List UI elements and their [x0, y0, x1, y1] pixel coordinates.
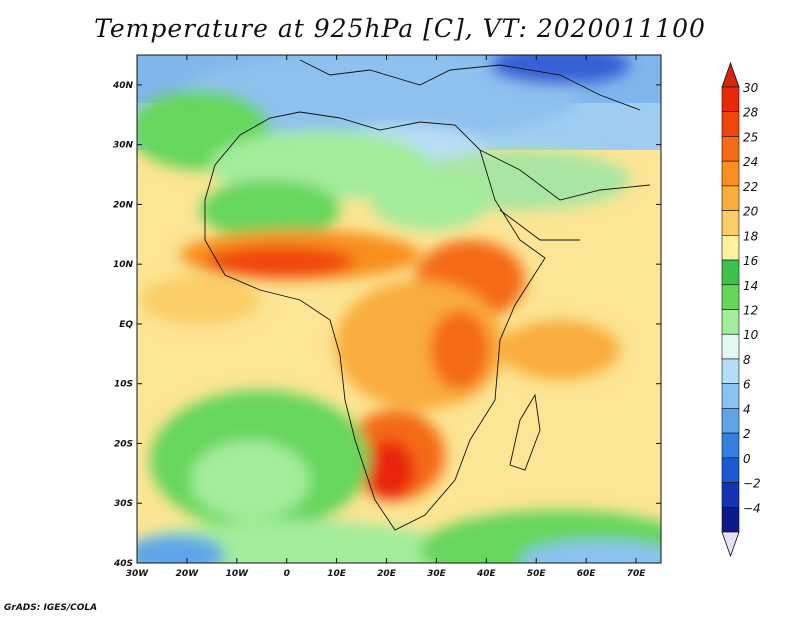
- colorbar-swatch: [721, 482, 740, 508]
- colorbar-swatch: [721, 210, 740, 236]
- lon-tick-label: 10W: [226, 569, 250, 579]
- colorbar-top-arrow: [721, 61, 740, 88]
- colorbar-swatch: [721, 235, 740, 261]
- lat-tick-label: 40S: [113, 559, 133, 569]
- colorbar-label: 2: [743, 427, 751, 441]
- latitude-axis: 40N 30N 20N 10N EQ 10S 20S 30S 40S: [112, 81, 661, 569]
- colorbar-swatch: [721, 408, 740, 434]
- colorbar-swatch: [721, 383, 740, 409]
- colorbar-label: 18: [743, 229, 759, 243]
- lat-tick-label: 40N: [112, 81, 134, 91]
- colorbar-label: 10: [743, 328, 759, 342]
- colorbar-swatch: [721, 309, 740, 335]
- lat-tick-label: 20N: [113, 200, 134, 210]
- coastlines: [204, 59, 651, 531]
- colorbar-swatch: [721, 185, 740, 211]
- lon-tick-label: 30W: [126, 569, 150, 579]
- colorbar-label: 4: [743, 402, 751, 416]
- colorbar-label: 8: [743, 353, 751, 367]
- map-title: Temperature at 925hPa [C], VT: 202001110…: [94, 14, 706, 43]
- colorbar-label: 25: [743, 130, 758, 144]
- lat-tick-label: 30S: [114, 499, 133, 509]
- lon-tick-label: 30E: [427, 569, 447, 579]
- colorbar-swatch: [721, 333, 740, 360]
- colorbar-label: −4: [743, 501, 761, 515]
- lon-tick-label: 60E: [577, 569, 597, 579]
- lon-tick-label: 10E: [327, 569, 347, 579]
- lat-tick-label: 30N: [113, 141, 134, 151]
- colorbar-label: 6: [743, 378, 751, 392]
- colorbar-label: −2: [743, 477, 761, 491]
- lon-tick-label: 20W: [176, 569, 200, 579]
- lat-tick-label: 10S: [114, 380, 133, 390]
- longitude-axis: 30W 20W 10W 0 10E 20E 30E 40E 50E 60E 70E: [126, 55, 646, 579]
- colorbar-swatch: [721, 160, 740, 187]
- colorbar-label: 14: [743, 279, 758, 293]
- colorbar-label: 0: [743, 452, 751, 466]
- colorbar-swatch: [721, 506, 740, 533]
- colorbar-swatch: [721, 358, 740, 384]
- colorbar-swatch: [721, 284, 740, 310]
- colorbar-swatch: [721, 111, 740, 137]
- colorbar-swatch: [721, 432, 740, 459]
- colorbar-swatch: [721, 259, 740, 286]
- colorbar-label: 16: [743, 254, 759, 268]
- lat-tick-label: 10N: [113, 260, 134, 270]
- temperature-field: [137, 55, 661, 563]
- lon-tick-label: 70E: [627, 569, 647, 579]
- lat-tick-label: EQ: [119, 320, 133, 330]
- colorbar-label: 24: [743, 155, 758, 169]
- colorbar-label: 22: [743, 180, 758, 194]
- grads-credit: GrADS: IGES/COLA: [4, 603, 98, 613]
- colorbar-bottom-arrow: [721, 531, 740, 558]
- lon-tick-label: 50E: [527, 569, 547, 579]
- map-frame: [136, 54, 662, 564]
- colorbar-swatch: [721, 86, 740, 113]
- colorbar-swatch: [721, 136, 740, 162]
- colorbar-label: 20: [743, 205, 759, 219]
- lat-tick-label: 20S: [114, 439, 133, 449]
- colorbar-label: 12: [743, 304, 758, 318]
- lon-tick-label: 0: [284, 569, 290, 579]
- colorbar-label: 30: [743, 81, 759, 95]
- colorbar-label: 28: [743, 106, 759, 120]
- lon-tick-label: 40E: [476, 569, 497, 579]
- lon-tick-label: 20E: [377, 569, 397, 579]
- colorbar-swatch: [721, 457, 740, 483]
